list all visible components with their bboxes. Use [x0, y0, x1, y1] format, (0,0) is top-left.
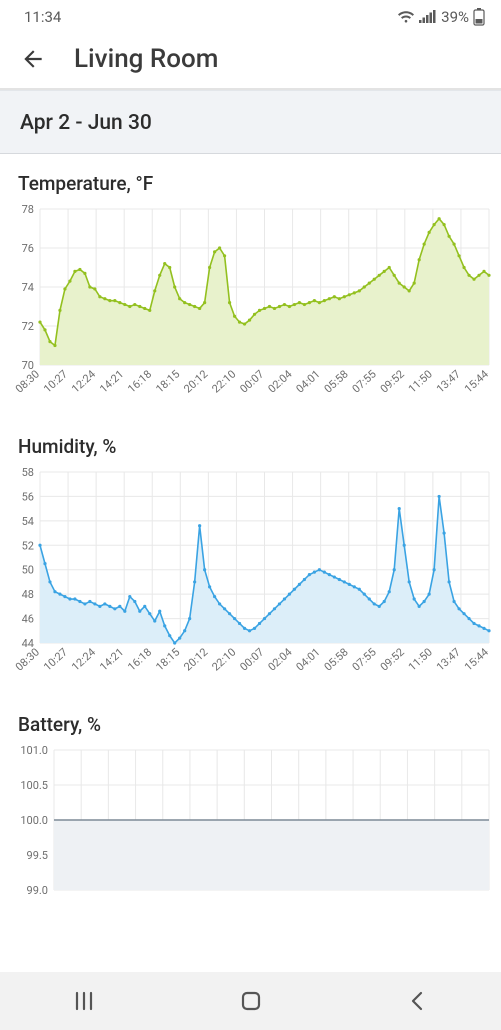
svg-text:00:07: 00:07: [237, 368, 266, 396]
svg-text:52: 52: [22, 539, 34, 552]
svg-text:15:44: 15:44: [462, 368, 491, 396]
svg-text:07:55: 07:55: [350, 368, 379, 396]
svg-text:99.0: 99.0: [27, 884, 48, 894]
svg-text:22:10: 22:10: [209, 368, 238, 396]
svg-text:22:10: 22:10: [209, 646, 238, 674]
status-bar: 11:34 39%: [0, 0, 501, 30]
svg-text:11:50: 11:50: [406, 368, 435, 396]
svg-text:14:21: 14:21: [97, 368, 126, 396]
svg-text:02:04: 02:04: [266, 368, 295, 396]
status-icons: 39%: [397, 8, 485, 26]
svg-text:15:44: 15:44: [462, 646, 491, 674]
svg-text:02:04: 02:04: [266, 646, 295, 674]
wifi-icon: [397, 10, 415, 24]
date-range-band[interactable]: Apr 2 - Jun 30: [0, 90, 501, 154]
svg-text:05:58: 05:58: [322, 646, 351, 674]
battery-pct-text: 39%: [441, 8, 469, 26]
svg-text:76: 76: [22, 242, 34, 255]
svg-text:20:12: 20:12: [181, 368, 210, 396]
status-time: 11:34: [24, 8, 61, 26]
svg-text:04:01: 04:01: [294, 646, 323, 674]
battery-title: Battery, %: [0, 695, 501, 744]
svg-text:09:52: 09:52: [378, 368, 407, 396]
svg-text:50: 50: [22, 564, 34, 577]
svg-text:16:18: 16:18: [125, 368, 154, 396]
temperature-title: Temperature, °F: [0, 154, 501, 203]
svg-text:46: 46: [22, 613, 34, 626]
svg-text:12:24: 12:24: [69, 646, 98, 674]
svg-text:100.5: 100.5: [20, 779, 48, 792]
svg-text:12:24: 12:24: [69, 368, 98, 396]
svg-text:08:30: 08:30: [13, 368, 42, 396]
page-title: Living Room: [74, 44, 218, 74]
back-icon[interactable]: [20, 46, 46, 72]
svg-text:101.0: 101.0: [20, 744, 48, 757]
svg-text:10:27: 10:27: [41, 646, 70, 674]
svg-text:78: 78: [22, 203, 34, 216]
battery-chart: 99.0 99.5 100.0 100.5 101.0: [0, 744, 501, 898]
back-button[interactable]: [394, 977, 442, 1025]
app-header: Living Room: [0, 30, 501, 88]
svg-text:07:55: 07:55: [350, 646, 379, 674]
temperature-chart: 707274767808:3010:2712:2414:2116:1818:15…: [0, 203, 501, 417]
svg-text:11:50: 11:50: [406, 646, 435, 674]
svg-text:04:01: 04:01: [294, 368, 323, 396]
svg-text:48: 48: [22, 588, 34, 601]
svg-text:13:47: 13:47: [434, 646, 463, 674]
date-range-label: Apr 2 - Jun 30: [20, 111, 152, 135]
svg-text:58: 58: [22, 466, 34, 479]
svg-text:18:15: 18:15: [153, 646, 182, 674]
svg-text:18:15: 18:15: [153, 368, 182, 396]
svg-text:05:58: 05:58: [322, 368, 351, 396]
svg-text:72: 72: [22, 320, 34, 333]
svg-text:10:27: 10:27: [41, 368, 70, 396]
svg-text:54: 54: [22, 515, 34, 528]
svg-text:100.0: 100.0: [20, 814, 48, 827]
svg-text:00:07: 00:07: [237, 646, 266, 674]
svg-text:56: 56: [22, 490, 34, 503]
svg-text:20:12: 20:12: [181, 646, 210, 674]
svg-text:08:30: 08:30: [13, 646, 42, 674]
humidity-title: Humidity, %: [0, 417, 501, 466]
battery-icon: [473, 8, 485, 26]
svg-text:13:47: 13:47: [434, 368, 463, 396]
recent-apps-button[interactable]: [60, 977, 108, 1025]
svg-text:99.5: 99.5: [27, 849, 48, 862]
humidity-chart: 444648505254565808:3010:2712:2414:2116:1…: [0, 466, 501, 695]
svg-text:14:21: 14:21: [97, 646, 126, 674]
home-button[interactable]: [227, 977, 275, 1025]
signal-icon: [419, 10, 437, 24]
svg-text:74: 74: [22, 281, 34, 294]
svg-text:16:18: 16:18: [125, 646, 154, 674]
svg-text:09:52: 09:52: [378, 646, 407, 674]
android-nav-bar: [0, 972, 501, 1030]
